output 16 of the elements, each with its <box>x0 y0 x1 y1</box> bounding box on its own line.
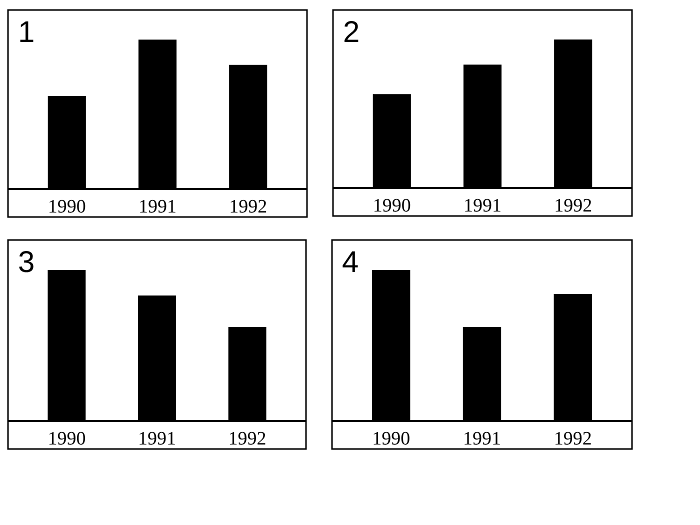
x-tick-label: 1990 <box>372 196 411 217</box>
chart-title: 4 <box>342 246 359 279</box>
x-tick-label: 1992 <box>228 428 266 450</box>
x-tick-label: 1990 <box>48 428 86 450</box>
x-tick-label: 1991 <box>463 428 501 450</box>
x-tick-label: 1991 <box>464 196 502 217</box>
x-tick-label: 1992 <box>554 196 592 217</box>
x-tick-label: 1990 <box>372 428 410 450</box>
chart-title: 1 <box>18 16 35 49</box>
x-tick-label: 1990 <box>48 196 86 218</box>
chart-title: 3 <box>18 246 35 279</box>
x-tick-label: 1992 <box>554 428 592 450</box>
x-tick-label: 1991 <box>138 196 176 218</box>
x-tick-label: 1991 <box>138 428 176 450</box>
chart-title: 2 <box>343 16 360 49</box>
x-tick-label: 1992 <box>229 196 268 218</box>
